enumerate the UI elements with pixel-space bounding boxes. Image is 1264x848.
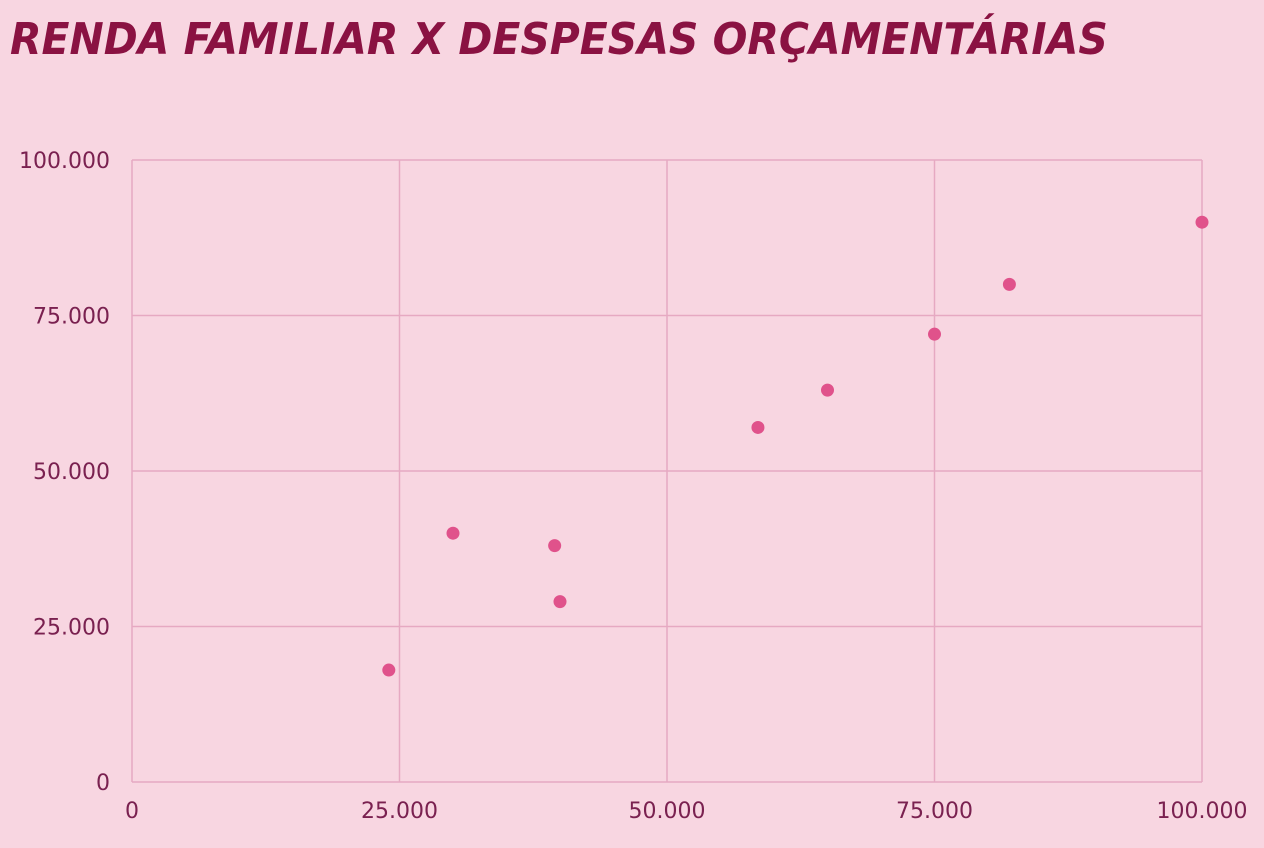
data-point — [446, 526, 460, 540]
x-tick-label: 25.000 — [361, 799, 438, 824]
data-point — [1002, 277, 1016, 291]
x-tick-label: 50.000 — [629, 799, 706, 824]
data-point — [553, 595, 567, 609]
y-tick-label: 50.000 — [33, 460, 110, 485]
x-tick-label: 100.000 — [1157, 799, 1248, 824]
y-tick-label: 25.000 — [33, 616, 110, 641]
data-point — [548, 539, 562, 553]
y-tick-label: 0 — [96, 771, 110, 796]
chart-title: RENDA FAMILIAR X DESPESAS ORÇAMENTÁRIAS — [10, 14, 1108, 65]
x-tick-label: 0 — [125, 799, 139, 824]
y-tick-label: 100.000 — [19, 149, 110, 174]
y-tick-label: 75.000 — [33, 305, 110, 330]
x-tick-label: 75.000 — [896, 799, 973, 824]
data-point — [751, 420, 765, 434]
data-point — [821, 383, 834, 397]
data-point — [1195, 215, 1209, 229]
data-point — [382, 663, 396, 677]
data-point — [928, 327, 941, 341]
